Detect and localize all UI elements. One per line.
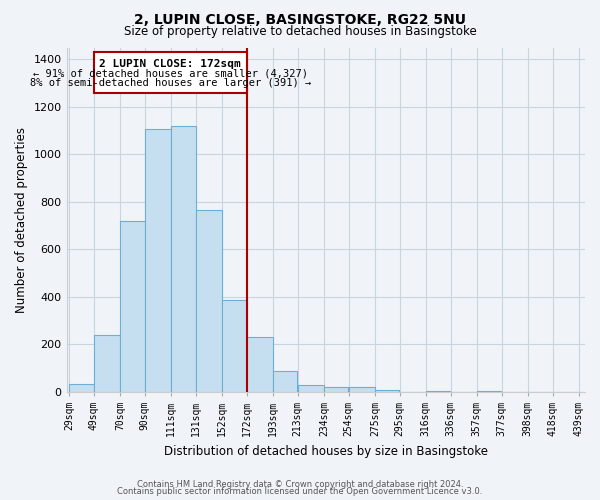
- Bar: [94, 335, 119, 392]
- Bar: [375, 390, 400, 392]
- Bar: [349, 387, 374, 392]
- Y-axis label: Number of detached properties: Number of detached properties: [15, 126, 28, 312]
- Bar: [94, 52, 247, 92]
- Text: Contains public sector information licensed under the Open Government Licence v3: Contains public sector information licen…: [118, 487, 482, 496]
- Text: Contains HM Land Registry data © Crown copyright and database right 2024.: Contains HM Land Registry data © Crown c…: [137, 480, 463, 489]
- Text: ← 91% of detached houses are smaller (4,327): ← 91% of detached houses are smaller (4,…: [33, 68, 308, 78]
- Bar: [222, 300, 247, 392]
- X-axis label: Distribution of detached houses by size in Basingstoke: Distribution of detached houses by size …: [164, 444, 488, 458]
- Text: 8% of semi-detached houses are larger (391) →: 8% of semi-detached houses are larger (3…: [30, 78, 311, 88]
- Bar: [298, 385, 323, 392]
- Bar: [145, 130, 170, 392]
- Bar: [70, 384, 94, 392]
- Bar: [171, 126, 196, 392]
- Bar: [121, 221, 145, 392]
- Bar: [477, 390, 502, 392]
- Text: 2 LUPIN CLOSE: 172sqm: 2 LUPIN CLOSE: 172sqm: [100, 60, 241, 70]
- Bar: [324, 387, 349, 392]
- Bar: [426, 390, 451, 392]
- Bar: [196, 210, 221, 392]
- Text: Size of property relative to detached houses in Basingstoke: Size of property relative to detached ho…: [124, 25, 476, 38]
- Bar: [273, 370, 298, 392]
- Bar: [247, 338, 272, 392]
- Text: 2, LUPIN CLOSE, BASINGSTOKE, RG22 5NU: 2, LUPIN CLOSE, BASINGSTOKE, RG22 5NU: [134, 12, 466, 26]
